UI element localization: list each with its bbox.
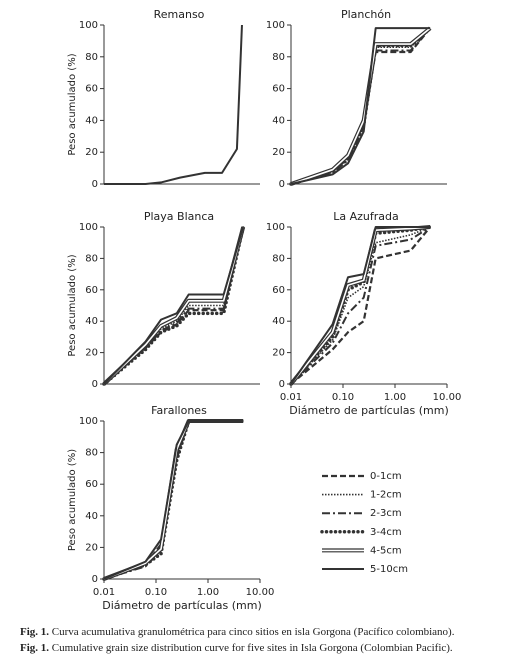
y-tick-label: 80 — [272, 52, 285, 63]
caption-text: Curva acumulativa granulométrica para ci… — [52, 626, 455, 638]
x-tick-label: 10.00 — [246, 587, 275, 598]
y-tick-label: 100 — [79, 416, 98, 427]
series-line — [290, 226, 432, 385]
caption-es: Fig. 1. Curva acumulativa granulométrica… — [20, 626, 455, 638]
chart-title: Farallones — [151, 404, 207, 417]
y-tick-label: 20 — [272, 348, 285, 359]
series-line-inner — [103, 226, 244, 385]
x-axis-label: Diámetro de partículas (mm) — [289, 404, 449, 417]
legend-label: 3-4cm — [370, 527, 402, 538]
caption-text: Cumulative grain size distribution curve… — [52, 642, 453, 654]
x-tick-label: 10.00 — [433, 392, 462, 403]
x-tick-label: 0.10 — [332, 392, 354, 403]
y-tick-label: 40 — [85, 511, 98, 522]
y-tick-label: 40 — [85, 115, 98, 126]
caption-en: Fig. 1. Cumulative grain size distributi… — [20, 642, 453, 654]
y-tick-label: 20 — [85, 542, 98, 553]
chart-title: Planchón — [341, 8, 391, 21]
y-tick-label: 0 — [92, 179, 98, 190]
series-line-inner — [290, 27, 431, 185]
y-tick-label: 40 — [272, 115, 285, 126]
series-line — [103, 419, 244, 581]
y-tick-label: 80 — [85, 448, 98, 459]
legend-label: 0-1cm — [370, 471, 402, 482]
x-tick-label: 1.00 — [197, 587, 219, 598]
y-tick-label: 20 — [272, 147, 285, 158]
y-tick-label: 40 — [272, 316, 285, 327]
chart-title: La Azufrada — [333, 210, 399, 223]
y-tick-label: 100 — [79, 222, 98, 233]
chart-title: Remanso — [154, 8, 205, 21]
series-line — [290, 27, 432, 186]
chart-title: Playa Blanca — [144, 210, 214, 223]
legend-label: 2-3cm — [370, 508, 402, 519]
y-tick-label: 40 — [85, 316, 98, 327]
y-tick-label: 20 — [85, 348, 98, 359]
series-line — [290, 27, 431, 185]
y-axis-label: Peso acumulado (%) — [67, 53, 78, 155]
y-tick-label: 0 — [279, 179, 285, 190]
y-tick-label: 60 — [85, 285, 98, 296]
y-tick-label: 60 — [85, 84, 98, 95]
legend-label: 4-5cm — [370, 545, 402, 556]
y-tick-label: 100 — [266, 20, 285, 31]
series-line — [103, 226, 245, 385]
y-tick-label: 0 — [279, 379, 285, 390]
series-line — [290, 226, 431, 385]
y-tick-label: 80 — [85, 52, 98, 63]
series-line — [290, 226, 431, 385]
y-tick-label: 60 — [85, 479, 98, 490]
y-tick-label: 20 — [85, 147, 98, 158]
series-line — [102, 419, 245, 581]
y-axis-label: Peso acumulado (%) — [67, 449, 78, 551]
x-tick-label: 0.01 — [93, 587, 115, 598]
series-line — [103, 420, 244, 580]
y-tick-label: 60 — [272, 285, 285, 296]
legend-label: 1-2cm — [370, 490, 402, 501]
y-tick-label: 80 — [272, 253, 285, 264]
caption-label: Fig. 1. — [20, 626, 49, 638]
series-line-inner — [103, 420, 244, 580]
series-line — [103, 420, 244, 580]
series-line — [102, 225, 245, 386]
caption-label: Fig. 1. — [20, 642, 49, 654]
y-tick-label: 0 — [92, 574, 98, 585]
series-line — [103, 226, 244, 385]
x-axis-label: Diámetro de partículas (mm) — [102, 599, 262, 612]
x-tick-label: 0.10 — [145, 587, 167, 598]
series-line — [104, 24, 243, 185]
y-tick-label: 80 — [85, 253, 98, 264]
x-tick-label: 0.01 — [280, 392, 302, 403]
y-tick-label: 100 — [266, 222, 285, 233]
y-tick-label: 60 — [272, 84, 285, 95]
x-tick-label: 1.00 — [384, 392, 406, 403]
series-line — [290, 27, 431, 185]
legend-label: 5-10cm — [370, 564, 408, 575]
series-line-inner — [290, 226, 431, 385]
y-tick-label: 0 — [92, 379, 98, 390]
series-line — [103, 419, 244, 581]
series-line — [290, 226, 431, 385]
y-axis-label: Peso acumulado (%) — [67, 254, 78, 356]
series-line — [103, 420, 244, 580]
y-tick-label: 100 — [79, 20, 98, 31]
